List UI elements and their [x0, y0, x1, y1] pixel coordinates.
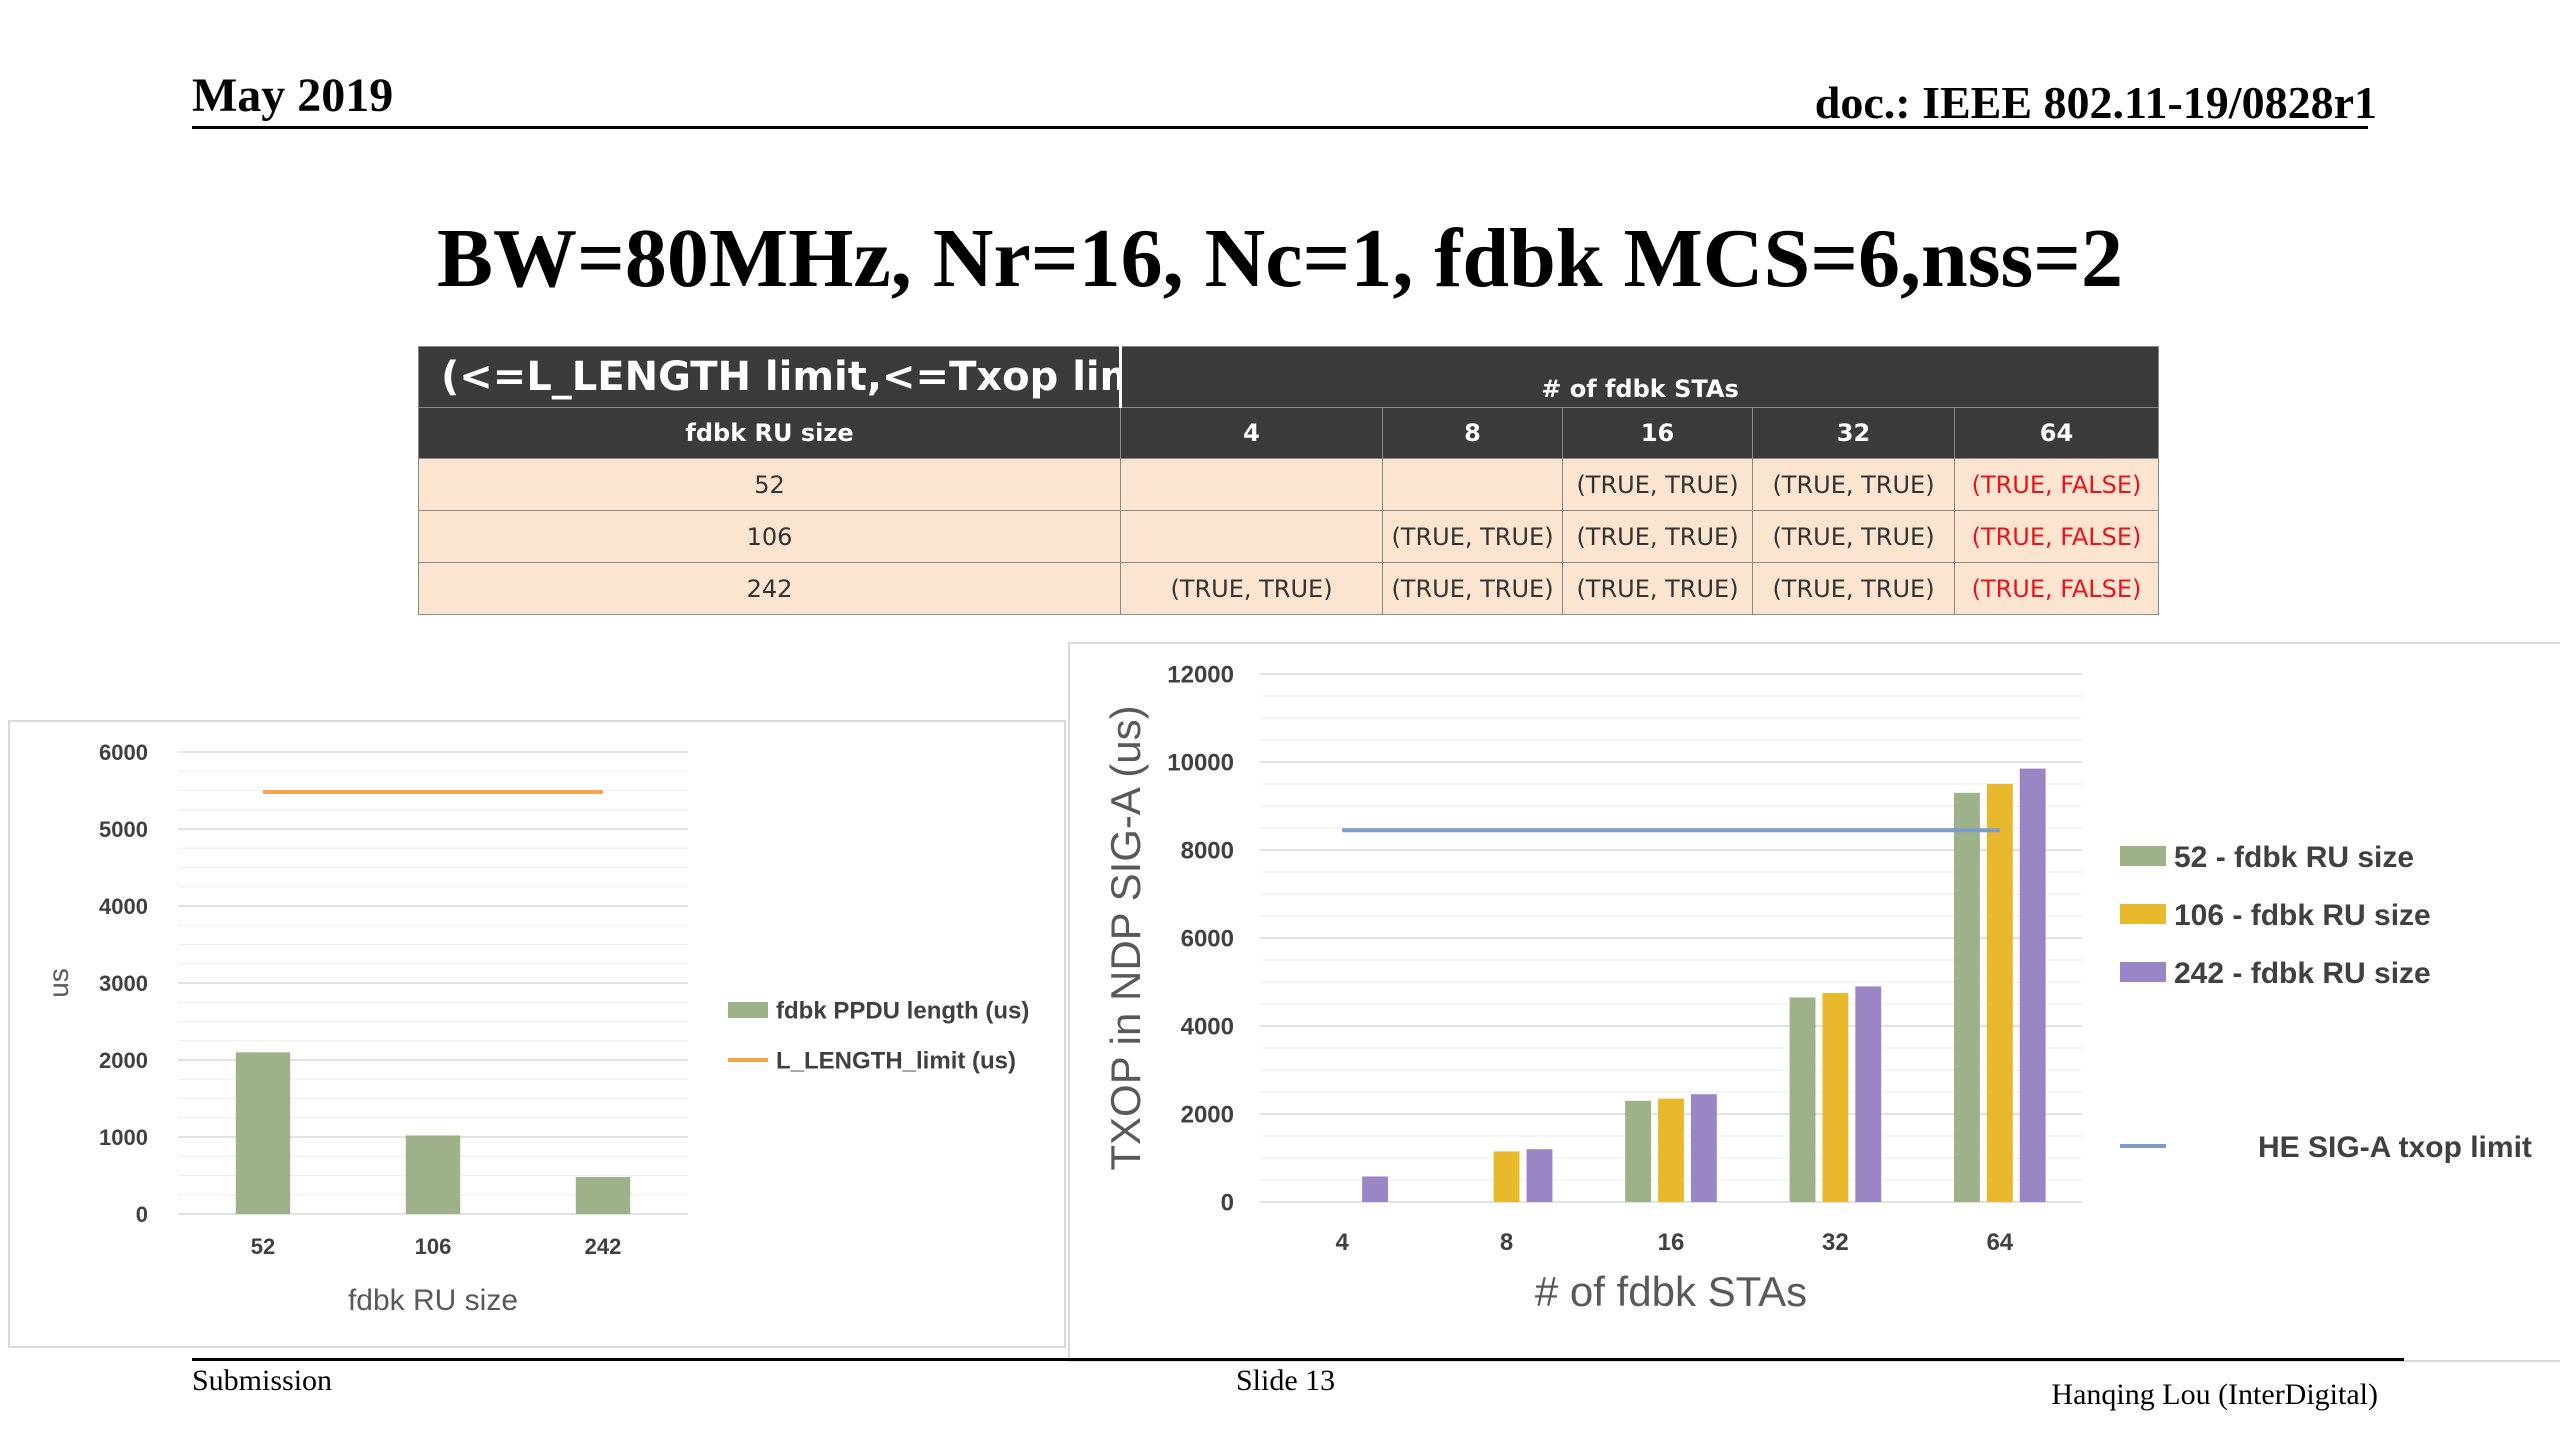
y-tick-label: 8000	[1181, 838, 1234, 865]
header-date: May 2019	[192, 69, 394, 122]
table-column-header-row: fdbk RU size 4 8 16 32 64	[418, 407, 2159, 459]
bar-fdbk	[405, 1135, 461, 1214]
row-header: fdbk RU size	[418, 407, 1121, 459]
y-tick-label: 5000	[99, 817, 148, 842]
bar-242	[1855, 986, 1882, 1202]
table-cell: (TRUE, TRUE)	[1120, 562, 1383, 615]
y-tick-label: 2000	[99, 1048, 148, 1073]
y-tick-label: 4000	[1181, 1014, 1234, 1041]
x-axis-label: # of fdbk STAs	[1535, 1268, 1807, 1315]
bar-52	[1789, 997, 1816, 1202]
table-cell	[1382, 458, 1563, 511]
table-cell: (TRUE, TRUE)	[1752, 510, 1955, 563]
x-tick-label: 8	[1500, 1229, 1513, 1256]
bar-fdbk	[235, 1052, 291, 1214]
txop-chart-panel: 0 2000 4000 6000 8000 10000 12000 4 8 16 32 64 # of …	[1068, 642, 2560, 1362]
y-tick-label: 12000	[1167, 662, 1234, 689]
bar-106	[1822, 993, 1849, 1202]
bar-106	[1658, 1098, 1684, 1202]
table-cell: (TRUE, TRUE)	[1382, 562, 1563, 615]
legend-label: 242 - fdbk RU size	[2174, 957, 2431, 990]
legend-swatch	[728, 1002, 768, 1018]
x-axis-label: fdbk RU size	[348, 1284, 518, 1317]
header-doc-id: doc.: IEEE 802.11-19/0828r1	[1814, 77, 2377, 128]
table-caption: (<=L_LENGTH limit,<=Txop limit )	[418, 346, 1122, 408]
column-header: 32	[1752, 407, 1955, 459]
legend-label: fdbk PPDU length (us)	[776, 998, 1029, 1025]
column-header: 8	[1382, 407, 1563, 459]
y-tick-label: 1000	[99, 1125, 148, 1150]
x-tick-label: 106	[415, 1234, 452, 1259]
bar-52	[1953, 792, 1980, 1202]
y-tick-label: 0	[1221, 1190, 1234, 1217]
table-cell: (TRUE, TRUE)	[1562, 510, 1753, 563]
bar-fdbk	[575, 1177, 631, 1214]
y-axis-label: us	[43, 968, 74, 998]
ppdu-length-chart: 0 1000 2000 3000 4000 5000 6000 52 106 242 fdbk RU…	[43, 740, 1029, 1317]
row-label: 52	[418, 458, 1121, 511]
table-cell: (TRUE, FALSE)	[1954, 458, 2159, 511]
table-cell	[1120, 458, 1383, 511]
y-tick-label: 3000	[99, 971, 148, 996]
x-tick-label: 64	[1986, 1229, 2013, 1256]
legend-swatch	[2120, 904, 2166, 924]
row-label: 106	[418, 510, 1121, 563]
table-header-row: (<=L_LENGTH limit,<=Txop limit ) # of fd…	[418, 346, 2159, 408]
x-tick-label: 16	[1658, 1229, 1685, 1256]
x-tick-label: 4	[1336, 1229, 1350, 1256]
bar-242	[1362, 1176, 1389, 1202]
y-axis-label: TXOP in NDP SIG-A (us)	[1102, 705, 1149, 1170]
y-tick-label: 0	[136, 1202, 148, 1227]
y-tick-label: 6000	[1181, 926, 1234, 953]
legend-label: 106 - fdbk RU size	[2174, 899, 2431, 932]
legend-label: HE SIG-A txop limit	[2258, 1131, 2532, 1164]
table-cell	[1120, 510, 1383, 563]
bar-106	[1986, 784, 2013, 1202]
group-header: # of fdbk STAs	[1120, 346, 2159, 408]
table-row: 242 (TRUE, TRUE) (TRUE, TRUE) (TRUE, TRU…	[418, 562, 2159, 615]
table-cell: (TRUE, FALSE)	[1954, 510, 2159, 563]
x-tick-label: 32	[1822, 1229, 1849, 1256]
legend-label: 52 - fdbk RU size	[2174, 841, 2414, 874]
bar-242	[1526, 1149, 1553, 1202]
legend-swatch	[2120, 962, 2166, 982]
header-rule	[192, 126, 2368, 129]
y-tick-label: 4000	[99, 894, 148, 919]
bar-242	[2019, 768, 2046, 1202]
footer-submission: Submission	[192, 1364, 333, 1397]
table-row: 52 (TRUE, TRUE) (TRUE, TRUE) (TRUE, FALS…	[418, 458, 2159, 511]
legend-label: L_LENGTH_limit (us)	[776, 1048, 1016, 1075]
table-cell: (TRUE, FALSE)	[1954, 562, 2159, 615]
x-tick-label: 52	[251, 1234, 275, 1259]
slide-title: BW=80MHz, Nr=16, Nc=1, fdbk MCS=6,nss=2	[436, 212, 2124, 305]
column-header: 16	[1562, 407, 1753, 459]
y-tick-label: 2000	[1181, 1102, 1234, 1129]
y-tick-label: 10000	[1167, 750, 1234, 777]
row-label: 242	[418, 562, 1121, 615]
table-cell: (TRUE, TRUE)	[1562, 562, 1753, 615]
table-row: 106 (TRUE, TRUE) (TRUE, TRUE) (TRUE, TRU…	[418, 510, 2159, 563]
txop-chart: 0 2000 4000 6000 8000 10000 12000 4 8 16 32 64 # of …	[1102, 662, 2532, 1315]
footer-rule	[192, 1358, 2404, 1361]
column-header: 4	[1120, 407, 1383, 459]
x-tick-label: 242	[585, 1234, 622, 1259]
results-table: (<=L_LENGTH limit,<=Txop limit ) # of fd…	[418, 346, 2159, 615]
table-cell: (TRUE, TRUE)	[1752, 562, 1955, 615]
footer-author: Hanqing Lou (InterDigital)	[2051, 1378, 2378, 1411]
table-cell: (TRUE, TRUE)	[1752, 458, 1955, 511]
column-header: 64	[1954, 407, 2159, 459]
legend-swatch	[2120, 846, 2166, 866]
y-tick-label: 6000	[99, 740, 148, 765]
table-cell: (TRUE, TRUE)	[1562, 458, 1753, 511]
table-cell: (TRUE, TRUE)	[1382, 510, 1563, 563]
bar-52	[1625, 1100, 1652, 1202]
footer-slide-number: Slide 13	[1236, 1364, 1336, 1397]
bar-106	[1493, 1151, 1520, 1202]
bar-242	[1690, 1094, 1717, 1202]
ppdu-length-chart-panel: 0 1000 2000 3000 4000 5000 6000 52 106 242 fdbk RU…	[8, 720, 1066, 1348]
